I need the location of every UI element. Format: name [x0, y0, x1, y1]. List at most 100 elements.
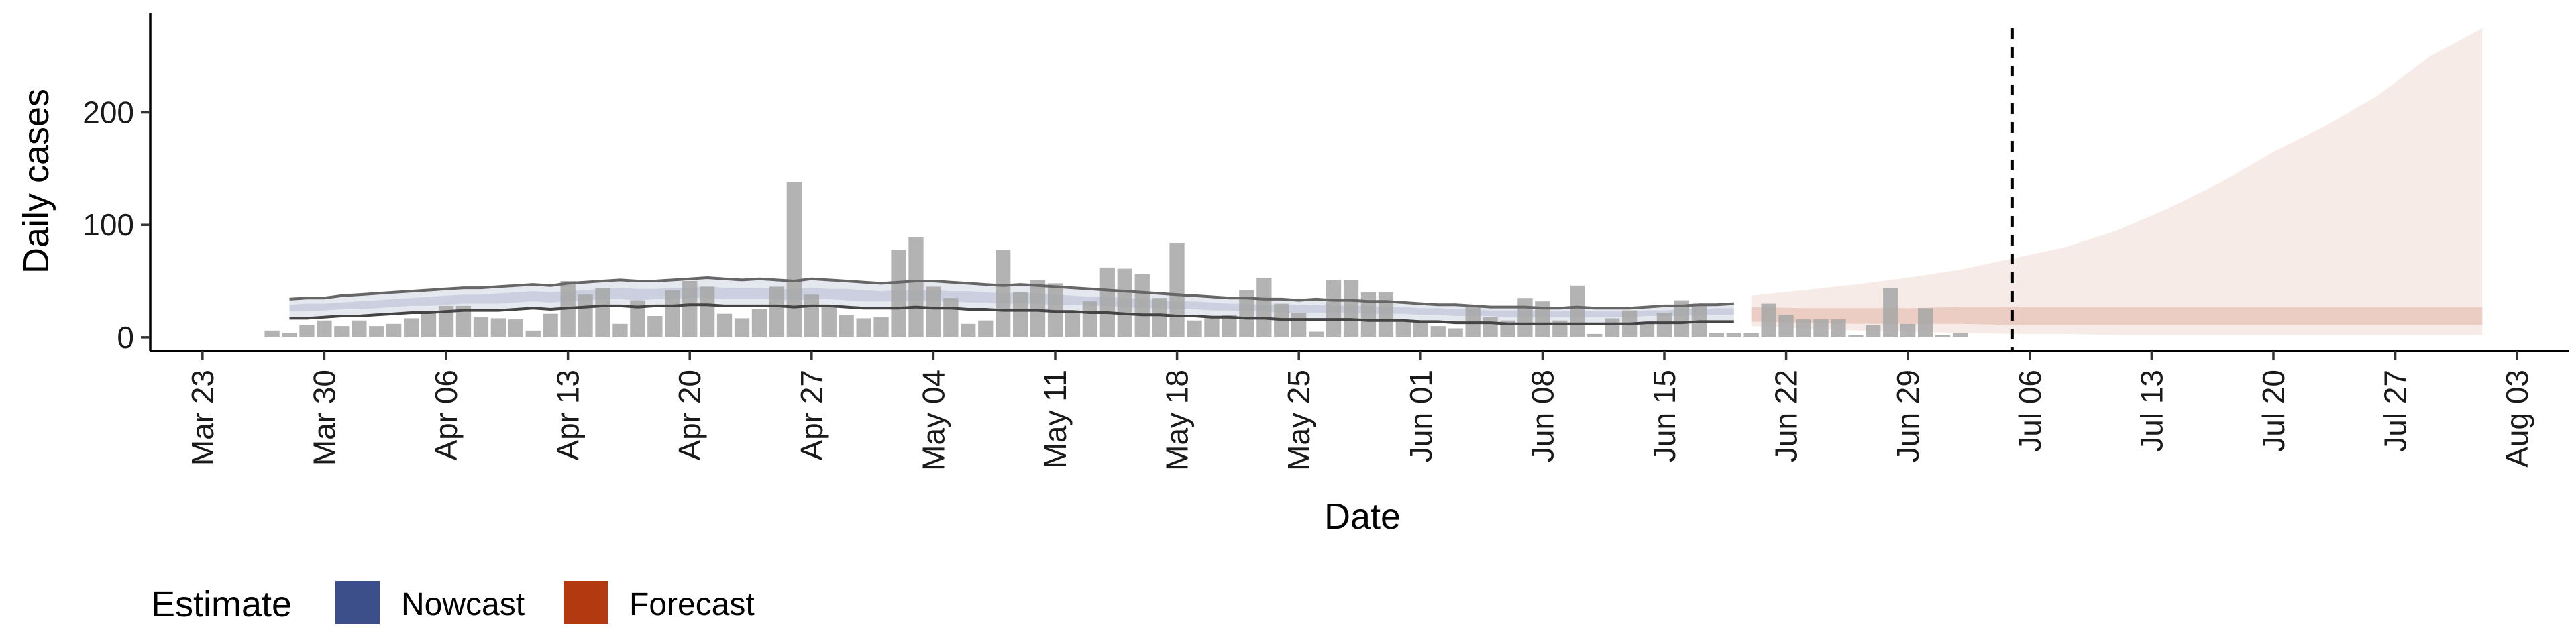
case-bar [473, 317, 489, 337]
case-bar [769, 286, 785, 337]
y-axis-title: Daily cases [16, 89, 56, 274]
case-bar [647, 316, 663, 337]
case-bar [1082, 301, 1097, 337]
x-tick-label: Apr 06 [429, 370, 464, 461]
case-bar [751, 309, 767, 337]
forecast-band-90 [1751, 28, 2483, 335]
case-bar [700, 286, 715, 337]
case-bar [1848, 335, 1864, 337]
x-tick-label: May 04 [916, 370, 951, 471]
case-bar [1326, 280, 1342, 337]
case-bar [856, 318, 871, 337]
case-bar [996, 250, 1011, 337]
nowcast-upper-line [289, 276, 1734, 310]
case-bar [1918, 308, 1933, 337]
case-bar [1796, 319, 1811, 337]
case-bar [264, 330, 280, 337]
case-bar [1013, 292, 1028, 337]
case-bar [1952, 333, 1968, 337]
case-bar [1517, 298, 1533, 337]
case-bar [282, 333, 297, 337]
case-bar [716, 313, 733, 337]
case-bar [1309, 331, 1324, 337]
axes: 0 100 200 Mar 23 Mar 30 Apr 06 Apr 13 Apr 20 Apr… [83, 13, 2569, 471]
case-bar [1395, 320, 1411, 337]
case-bar [421, 313, 437, 337]
case-bar [1656, 313, 1672, 337]
x-tick-label: May 25 [1281, 370, 1316, 471]
case-bar [1134, 274, 1150, 337]
case-bar [1256, 278, 1272, 337]
case-bar [1813, 319, 1829, 337]
x-tick-label: Jun 15 [1647, 370, 1682, 462]
case-bar [543, 313, 558, 337]
case-bar [508, 319, 523, 337]
case-bar [1187, 320, 1202, 337]
case-bar [1743, 333, 1759, 337]
x-tick-label: Mar 23 [185, 370, 220, 466]
case-bar [438, 305, 454, 337]
x-tick-label: Apr 27 [794, 370, 829, 461]
x-tick-label: Jun 29 [1890, 370, 1925, 462]
case-bar [1169, 243, 1185, 337]
case-bar [369, 326, 384, 337]
x-tick-label: Jun 01 [1403, 370, 1438, 462]
case-bar [1291, 313, 1307, 337]
x-tick-label: Jul 27 [2378, 370, 2413, 452]
case-bar [1448, 328, 1463, 337]
case-bar [1900, 323, 1916, 337]
case-bar [734, 318, 750, 337]
x-tick-label: Jul 06 [2012, 370, 2047, 452]
legend-label-forecast: Forecast [629, 587, 755, 623]
case-bar [1761, 303, 1776, 337]
case-bar [1030, 280, 1046, 337]
case-bar [1605, 318, 1620, 337]
case-bar [525, 330, 541, 337]
nowcast-interval-lines [289, 28, 2014, 351]
case-bar [961, 323, 976, 337]
x-axis-title: Date [1324, 496, 1401, 537]
case-bar [1883, 288, 1898, 337]
case-bar [786, 182, 802, 337]
case-bar [1360, 292, 1377, 337]
case-bar [1726, 333, 1741, 337]
case-bar [1378, 292, 1394, 337]
x-tick-label: May 18 [1160, 370, 1195, 471]
case-bar [1483, 317, 1498, 337]
case-bar [1587, 333, 1603, 337]
case-bar [630, 300, 645, 337]
case-bar [1709, 333, 1724, 337]
case-bar [578, 294, 593, 337]
case-bar [926, 286, 941, 337]
case-bar [455, 305, 472, 337]
case-bar [682, 281, 698, 337]
case-bar [839, 315, 854, 337]
y-tick-label: 100 [83, 207, 134, 242]
x-tick-label: Apr 13 [551, 370, 586, 461]
case-bar [1222, 315, 1237, 337]
case-bar [804, 294, 819, 337]
case-bar [821, 305, 837, 337]
case-bar [665, 290, 680, 337]
case-bar [1065, 313, 1081, 337]
x-tick-label: Jun 08 [1525, 370, 1560, 462]
forecast-bands [1751, 28, 2483, 335]
x-tick-label: Apr 20 [672, 370, 707, 461]
case-bar [490, 318, 506, 337]
legend: Estimate Nowcast Forecast [151, 581, 755, 625]
case-bar [595, 288, 610, 337]
case-bar [404, 318, 419, 337]
case-bar [299, 325, 315, 337]
x-tick-label: Jul 20 [2256, 370, 2291, 452]
x-tick-label: May 11 [1038, 370, 1073, 468]
y-tick-label: 0 [117, 320, 134, 355]
case-bar [1343, 280, 1359, 337]
case-bar [1935, 335, 1951, 337]
case-bar [1413, 321, 1428, 337]
legend-swatch-forecast [564, 581, 608, 624]
case-bar [943, 298, 959, 337]
nowcast-lower-line [289, 303, 1734, 325]
case-bar [1674, 300, 1690, 337]
case-bar [612, 323, 628, 337]
forecast-band-50 [1751, 307, 2483, 325]
